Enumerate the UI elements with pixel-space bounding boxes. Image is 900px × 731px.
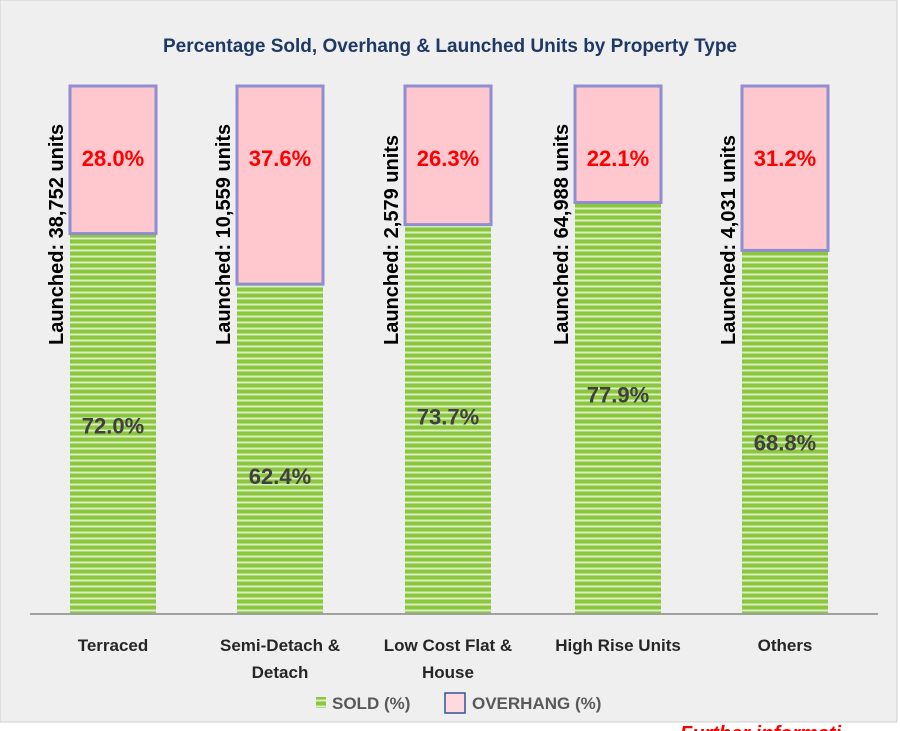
bar-overhang [403,84,493,227]
bar-overhang [235,84,325,286]
label-overhang: 28.0% [82,146,144,171]
legend: SOLD (%) OVERHANG (%) [316,692,601,714]
label-launched: Launched: 4,031 units [718,135,740,345]
x-tick-label: Semi-Detach & [220,636,340,655]
bar-sold [70,233,156,613]
bar-overhang [573,84,663,204]
label-sold: 62.4% [249,464,311,489]
label-launched: Launched: 10,559 units [213,124,235,345]
label-sold: 68.8% [754,430,816,455]
bar-sold [405,224,491,613]
label-overhang: 22.1% [587,146,649,171]
bar-sold [237,284,323,613]
x-tick-label: Detach [252,663,309,682]
label-overhang: 37.6% [249,146,311,171]
label-overhang: 26.3% [417,146,479,171]
x-tick-label: House [422,663,474,682]
legend-swatch-sold [316,697,326,708]
label-sold: 77.9% [587,382,649,407]
bar-sold [742,250,828,613]
bar-overhang [68,84,158,236]
x-tick-label: High Rise Units [555,636,681,655]
legend-label-sold: SOLD (%) [332,694,410,713]
bar-sold [575,202,661,614]
label-overhang: 31.2% [754,146,816,171]
label-sold: 73.7% [417,405,479,430]
x-tick-label: Others [758,636,813,655]
x-tick-label: Low Cost Flat & [384,636,512,655]
x-tick-label: Terraced [78,636,149,655]
legend-label-overhang: OVERHANG (%) [472,694,601,713]
footer-note: Further informati [680,723,842,731]
label-launched: Launched: 38,752 units [46,124,68,345]
bar-overhang [740,84,830,252]
chart-title: Percentage Sold, Overhang & Launched Uni… [163,36,737,57]
label-launched: Launched: 2,579 units [381,135,403,345]
legend-swatch-overhang [444,692,466,714]
label-launched: Launched: 64,988 units [551,124,573,345]
label-sold: 72.0% [82,414,144,439]
